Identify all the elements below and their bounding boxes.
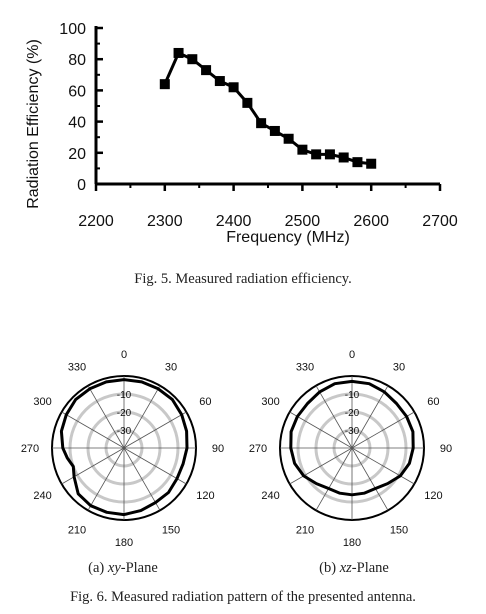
x-tick-label: 2600: [353, 213, 389, 230]
data-point-marker: [352, 157, 363, 168]
radial-label: -20: [117, 408, 132, 419]
xy-plane-polar-plot: 0 30 60 90 120 150 180 210 240 270 300 330 -10 -20 -30: [21, 349, 224, 549]
angle-label: 60: [427, 396, 439, 408]
subcaption-xy-plane: (a) xy-Plane: [23, 560, 223, 577]
angle-label: 90: [212, 443, 224, 455]
x-tick-label: 2500: [285, 213, 321, 230]
radial-label: -10: [117, 390, 132, 401]
data-point-marker: [173, 47, 184, 58]
angle-label: 210: [68, 524, 86, 536]
y-tick-label: 0: [77, 177, 86, 194]
figure-5-caption: Fig. 5. Measured radiation efficiency.: [134, 271, 352, 287]
subcaption-b-prefix: (b): [319, 560, 340, 576]
x-tick-label: 2400: [216, 213, 252, 230]
data-point-marker: [311, 149, 322, 160]
subcaption-a-prefix: (a): [88, 560, 108, 576]
y-tick-label: 40: [68, 115, 86, 132]
angle-label: 30: [393, 362, 405, 374]
subcaption-a-plane: xy: [107, 560, 121, 576]
angle-label: 210: [296, 524, 314, 536]
y-tick-label: 20: [68, 146, 86, 163]
spoke: [351, 385, 389, 449]
angle-label: 90: [440, 443, 452, 455]
angle-label: 150: [390, 524, 408, 536]
spoke: [315, 447, 353, 511]
spoke: [289, 447, 353, 485]
data-point-marker: [283, 133, 294, 144]
data-point-marker: [324, 149, 335, 160]
radial-label: -20: [345, 408, 360, 419]
radial-label: -30: [345, 426, 360, 437]
angle-label: 180: [343, 537, 361, 549]
angle-label: 30: [165, 362, 177, 374]
data-point-marker: [269, 125, 280, 136]
data-point-marker: [338, 152, 349, 163]
x-axis-label: Frequency (MHz): [226, 229, 350, 246]
y-axis-label: Radiation Efficiency (%): [25, 39, 42, 209]
spoke: [123, 385, 161, 449]
efficiency-chart: 0 20 40 60 80 100 2200 2300 2400 2500 2600 2700 Freq…: [25, 21, 458, 246]
data-point-marker: [242, 97, 253, 108]
figure-6-caption: Fig. 6. Measured radiation pattern of th…: [70, 589, 416, 605]
x-tick-label: 2200: [78, 213, 114, 230]
y-tick-label: 60: [68, 83, 86, 100]
data-point-marker: [187, 54, 198, 65]
angle-label: 0: [121, 349, 127, 361]
data-point-marker: [201, 65, 212, 76]
angle-label: 240: [33, 490, 51, 502]
subcaption-b-suffix: -Plane: [351, 560, 389, 576]
angle-label: 150: [162, 524, 180, 536]
data-point-marker: [256, 118, 267, 129]
angle-label: 180: [115, 537, 133, 549]
angle-label: 60: [199, 396, 211, 408]
angle-label: 270: [21, 443, 39, 455]
spoke: [289, 411, 353, 449]
spoke: [87, 385, 125, 449]
spoke: [351, 447, 389, 511]
data-point-marker: [297, 144, 308, 155]
spoke: [87, 447, 125, 511]
angle-label: 0: [349, 349, 355, 361]
pattern-curve: [289, 379, 415, 497]
data-point-marker: [159, 79, 170, 90]
subcaption-xz-plane: (b) xz-Plane: [254, 560, 454, 577]
angle-label: 270: [249, 443, 267, 455]
spoke: [123, 411, 187, 449]
data-point-marker: [366, 158, 377, 169]
angle-label: 330: [68, 362, 86, 374]
angle-label: 240: [261, 490, 279, 502]
pattern-curve: [59, 378, 189, 517]
angle-label: 120: [424, 490, 442, 502]
angle-label: 300: [261, 396, 279, 408]
angle-label: 120: [196, 490, 214, 502]
spoke: [351, 411, 415, 449]
y-tick-label: 80: [68, 52, 86, 69]
spoke: [123, 447, 161, 511]
data-point-marker: [228, 82, 239, 93]
angle-label: 330: [296, 362, 314, 374]
radial-label: -10: [345, 390, 360, 401]
subcaption-b-plane: xz: [339, 560, 352, 576]
efficiency-line: [163, 50, 372, 166]
radiation-pattern-charts: 0306090120150180210240270300330-10-20-30…: [21, 349, 452, 549]
angle-label: 300: [33, 396, 51, 408]
subcaption-a-suffix: -Plane: [120, 560, 158, 576]
y-tick-label: 100: [59, 21, 86, 38]
xz-plane-polar-plot: 0 30 60 90 120 150 180 210 240 270 300 330 -10 -20 -30: [249, 349, 452, 549]
spoke: [315, 385, 353, 449]
spoke: [61, 447, 125, 485]
radial-label: -30: [117, 426, 132, 437]
x-tick-label: 2700: [422, 213, 458, 230]
spoke: [351, 447, 415, 485]
x-tick-label: 2300: [147, 213, 183, 230]
data-point-marker: [214, 76, 225, 87]
spoke: [61, 411, 125, 449]
